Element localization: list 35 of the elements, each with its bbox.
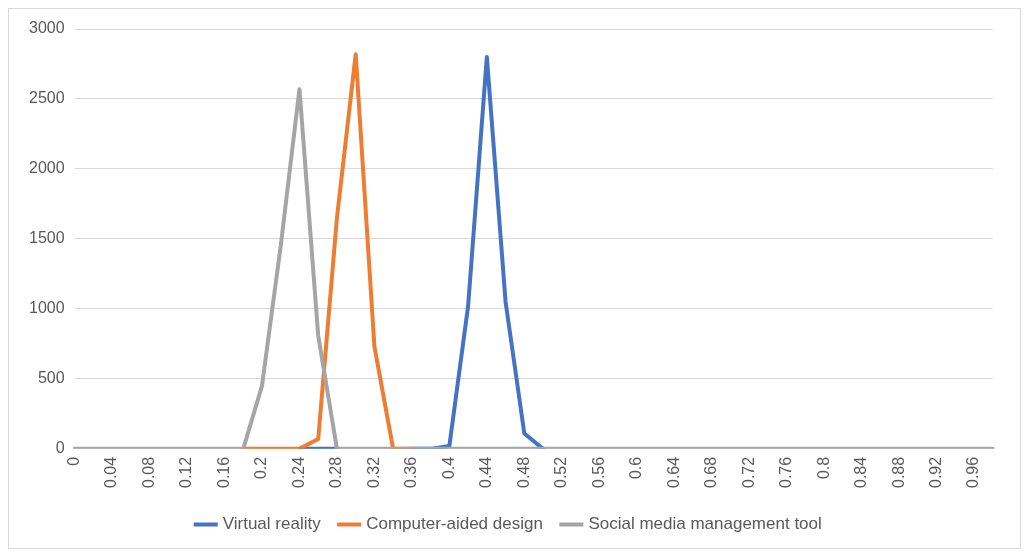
x-tick-label: 0.36 [402, 456, 420, 488]
y-tick-label: 1500 [29, 229, 65, 247]
x-tick-label: 0.48 [514, 456, 532, 488]
x-tick-label: 0.8 [814, 456, 832, 480]
y-tick-label: 1000 [29, 299, 65, 317]
x-tick-label: 0.32 [364, 456, 382, 488]
x-tick-label: 0.6 [627, 456, 645, 480]
x-tick-label: 0.12 [177, 456, 195, 488]
x-tick-label: 0.08 [139, 456, 157, 488]
x-tick-label: 0.44 [477, 456, 495, 488]
x-tick-label: 0.92 [926, 456, 944, 488]
y-tick-label: 2000 [29, 159, 65, 177]
x-tick-label: 0.56 [589, 456, 607, 488]
x-tick-label: 0.28 [327, 456, 345, 488]
x-tick-label: 0.64 [664, 456, 682, 488]
x-tick-label: 0.68 [702, 456, 720, 488]
y-tick-label: 0 [55, 439, 65, 457]
x-tick-label: 0.16 [214, 456, 232, 488]
x-tick-label: 0.84 [852, 456, 870, 488]
x-tick-label: 0.04 [102, 456, 120, 488]
x-tick-label: 0.88 [889, 456, 907, 488]
x-tick-label: 0.4 [439, 456, 457, 480]
x-tick-label: 0.52 [552, 456, 570, 488]
legend-label: Computer-aided design [366, 514, 543, 534]
y-tick-label: 2500 [29, 89, 65, 107]
x-tick-label: 0.96 [964, 456, 982, 488]
x-tick-label: 0.76 [777, 456, 795, 488]
y-tick-label: 500 [37, 369, 65, 387]
legend-label: Virtual reality [222, 514, 322, 534]
x-tick-label: 0.2 [252, 456, 270, 480]
x-tick-label: 0 [65, 456, 82, 466]
y-tick-label: 3000 [29, 19, 65, 37]
legend-label: Social media management tool [588, 514, 822, 534]
x-tick-label: 0.24 [289, 456, 307, 488]
x-tick-label: 0.72 [739, 456, 757, 488]
